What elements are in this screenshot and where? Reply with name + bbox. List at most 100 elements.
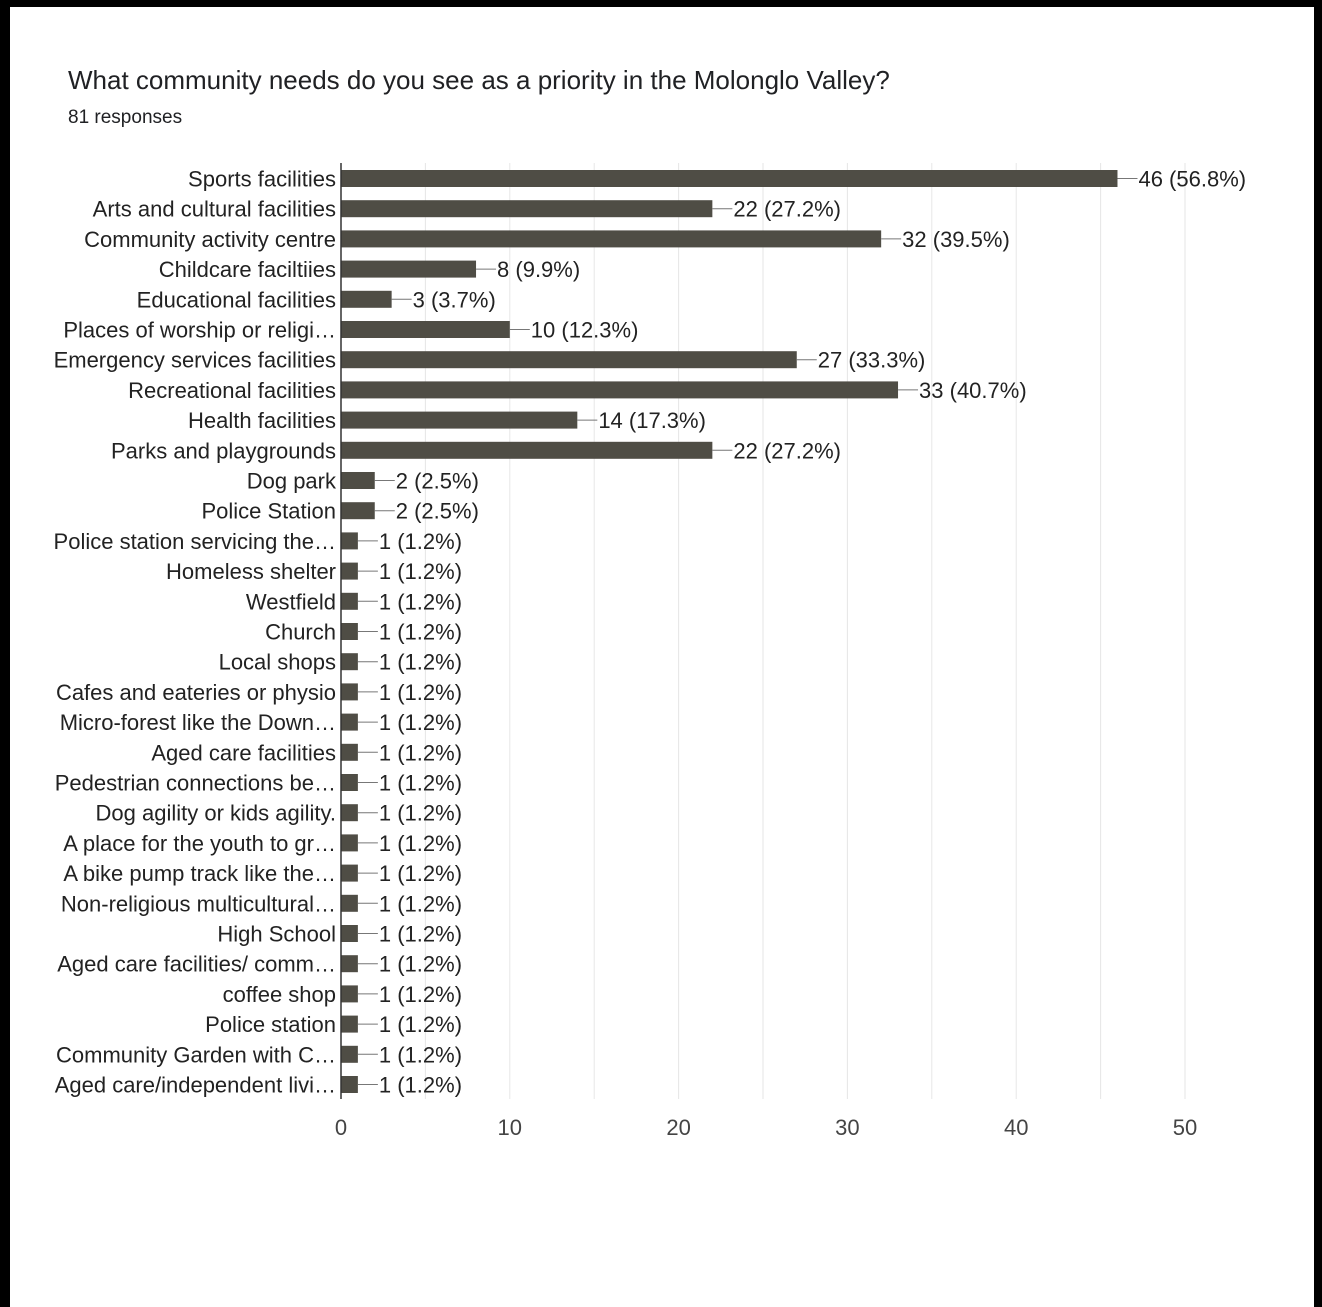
value-label: 14 (17.3%) — [598, 408, 706, 433]
bar — [341, 774, 358, 791]
bar — [341, 834, 358, 852]
value-label: 33 (40.7%) — [919, 378, 1027, 403]
bar — [341, 1076, 358, 1093]
gridlines — [424, 163, 1186, 1099]
category-label: Educational facilities — [137, 287, 336, 312]
chart-title: What community needs do you see as a pri… — [68, 65, 890, 95]
category-label: Local shops — [219, 650, 336, 675]
category-label: Sports facilities — [188, 167, 336, 192]
value-label: 1 (1.2%) — [379, 922, 462, 947]
bars: 46 (56.8%) 22 (27.2%) 32 (39.5%) 8 (9.9%)3 … — [341, 167, 1246, 1098]
bar — [341, 381, 899, 399]
category-label: Arts and cultural facilities — [93, 197, 336, 222]
value-label: 1 (1.2%) — [379, 529, 462, 554]
bar — [341, 864, 358, 882]
value-label: 1 (1.2%) — [379, 740, 462, 765]
value-label: 1 (1.2%) — [379, 620, 462, 645]
category-label: Cafes and eateries or physio — [56, 680, 336, 705]
bar — [341, 562, 358, 580]
x-tick-label: 40 — [1004, 1115, 1028, 1140]
value-label: 1 (1.2%) — [379, 1042, 462, 1067]
chart-subtitle: 81 responses — [68, 107, 183, 128]
category-label: Childcare faciltiies — [159, 257, 336, 282]
category-label: Dog agility or kids agility. — [96, 801, 336, 826]
bar — [341, 925, 358, 942]
category-label: Pedestrian connections be… — [55, 771, 336, 796]
value-label: 27 (33.3%) — [818, 348, 926, 373]
category-label: Micro-forest like the Down… — [60, 710, 336, 735]
bar — [341, 532, 358, 550]
bar — [341, 441, 713, 459]
value-label: 32 (39.5%) — [902, 227, 1010, 252]
x-tick-label: 10 — [498, 1115, 522, 1140]
value-label: 1 (1.2%) — [379, 891, 462, 916]
category-label: Aged care facilities — [151, 740, 336, 765]
value-label: 10 (12.3%) — [531, 318, 639, 343]
axes: Sports facilities Arts and cultural facil… — [54, 163, 1197, 1140]
value-label: 1 (1.2%) — [379, 589, 462, 614]
category-label: A place for the youth to gr… — [63, 831, 336, 856]
value-label: 1 (1.2%) — [379, 982, 462, 1007]
value-label: 1 (1.2%) — [379, 861, 462, 886]
bar — [341, 623, 358, 640]
bar — [341, 170, 1118, 187]
bar — [341, 230, 882, 248]
bar — [341, 985, 358, 1003]
bar — [341, 592, 358, 610]
bar — [341, 713, 358, 731]
value-label: 2 (2.5%) — [396, 469, 479, 494]
x-tick-label: 30 — [835, 1115, 859, 1140]
category-label: High School — [217, 922, 336, 947]
x-tick-label: 20 — [666, 1115, 690, 1140]
category-label: A bike pump track like the… — [63, 861, 336, 886]
category-label: Community Garden with C… — [56, 1042, 336, 1067]
category-label: Police station servicing the… — [54, 529, 336, 554]
bar — [341, 290, 392, 308]
value-label: 1 (1.2%) — [379, 952, 462, 977]
bar — [341, 411, 578, 429]
x-tick-label: 0 — [335, 1115, 347, 1140]
value-label: 1 (1.2%) — [379, 650, 462, 675]
category-label: Community activity centre — [84, 227, 336, 252]
category-label: Non-religious multicultural… — [61, 891, 336, 916]
bar — [341, 653, 358, 671]
category-label: Westfield — [246, 589, 336, 614]
category-label: Aged care/independent livi… — [55, 1073, 336, 1098]
category-label: Aged care facilities/ comm… — [57, 952, 336, 977]
category-label: Emergency services facilities — [54, 348, 336, 373]
bar — [341, 351, 797, 369]
bar — [341, 321, 510, 338]
value-label: 1 (1.2%) — [379, 710, 462, 735]
value-label: 1 (1.2%) — [379, 831, 462, 856]
category-label: Police station — [205, 1012, 336, 1037]
bar — [341, 1015, 358, 1033]
category-label: Police Station — [201, 499, 336, 524]
category-label: Recreational facilities — [128, 378, 336, 403]
value-label: 8 (9.9%) — [497, 257, 580, 282]
value-label: 1 (1.2%) — [379, 771, 462, 796]
value-label: 1 (1.2%) — [379, 1073, 462, 1098]
bar — [341, 472, 375, 489]
bar — [341, 200, 713, 218]
bar — [341, 804, 358, 822]
category-label: Dog park — [247, 469, 337, 494]
value-label: 3 (3.7%) — [413, 287, 496, 312]
category-label: coffee shop — [223, 982, 336, 1007]
bar — [341, 1045, 358, 1063]
bar — [341, 502, 375, 520]
bar — [341, 683, 358, 701]
value-label: 22 (27.2%) — [733, 197, 841, 222]
bar — [341, 955, 358, 973]
category-label: Places of worship or religi… — [63, 318, 336, 343]
value-label: 22 (27.2%) — [733, 438, 841, 463]
bar — [341, 894, 358, 912]
category-label: Health facilities — [188, 408, 336, 433]
bar — [341, 743, 358, 761]
value-label: 1 (1.2%) — [379, 1012, 462, 1037]
bar — [341, 260, 477, 278]
value-label: 2 (2.5%) — [396, 499, 479, 524]
x-tick-label: 50 — [1173, 1115, 1197, 1140]
value-label: 1 (1.2%) — [379, 559, 462, 584]
